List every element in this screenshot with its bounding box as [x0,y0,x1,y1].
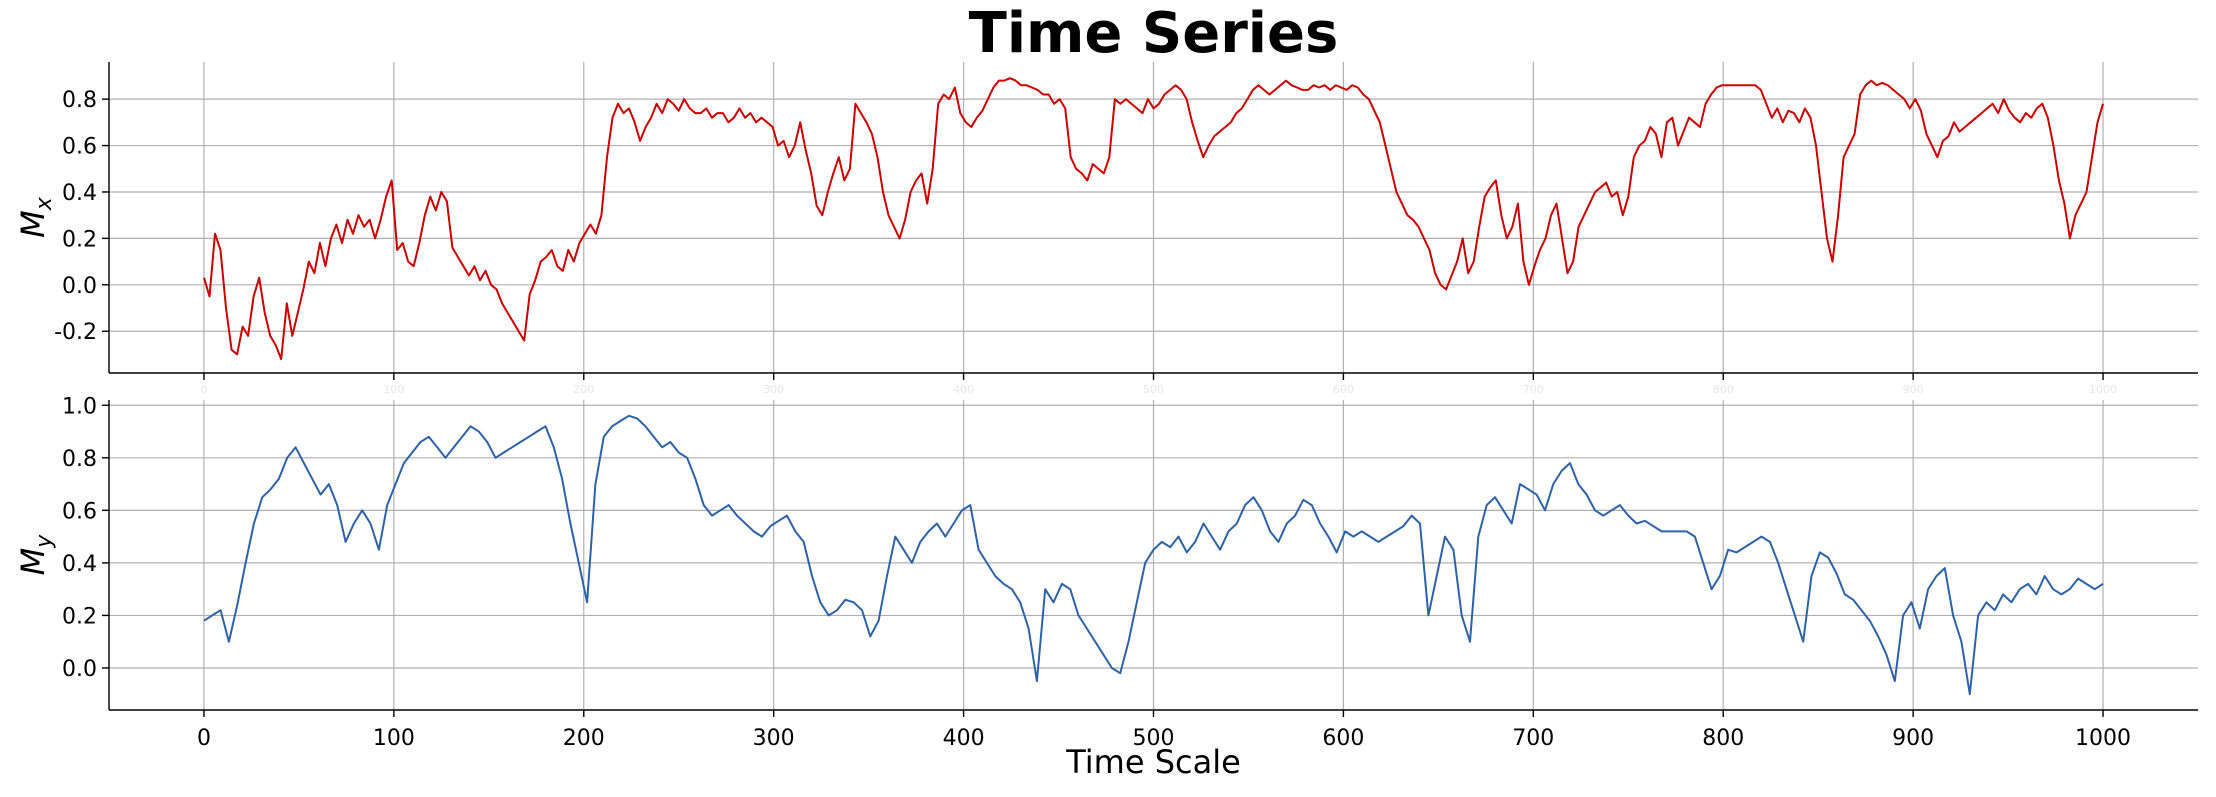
y-axis-label-main: M [14,548,52,576]
y-axis-label-subscript: y [32,534,57,549]
x-tick-label: 800 [1713,383,1734,396]
x-tick-label: 200 [563,726,605,751]
y-tick-label: 0.2 [62,604,97,629]
x-tick-label: 300 [753,726,795,751]
x-tick-label: 300 [763,383,784,396]
x-tick-label: 600 [1333,383,1354,396]
y-tick-label: 0.8 [62,447,97,472]
y-axis-label-subscript: x [32,196,57,211]
x-tick-label: 200 [573,383,594,396]
x-tick-label: 500 [1133,726,1175,751]
x-tick-label: 100 [383,383,404,396]
x-axis-label: Time Scale [1065,743,1241,781]
x-tick-label: 900 [1903,383,1924,396]
x-tick-label: 0 [197,726,211,751]
panel-my: 0.0 0.2 0.4 0.6 0.8 1.0 0 100 200 300 400 500 600 700… [14,394,2198,751]
y-tick-label: 0.2 [62,227,97,252]
x-tick-label: 800 [1702,726,1744,751]
x-tick-label: 0 [200,383,207,396]
x-tick-label: 500 [1143,383,1164,396]
y-tick-label: 0.8 [62,88,97,113]
y-tick-label: 0.6 [62,135,97,160]
y-tick-label: 0.0 [62,274,97,299]
x-tick-label: 700 [1523,383,1544,396]
y-tick-label: -0.2 [54,320,97,345]
chart-title: Time Series [969,1,1339,66]
y-tick-label: 0.4 [62,181,97,206]
x-tick-label: 1000 [2089,383,2117,396]
y-axis-label-main: M [14,210,52,238]
x-tick-label: 900 [1892,726,1934,751]
y-tick-label: 0.0 [62,657,97,682]
x-tick-label: 400 [953,383,974,396]
x-tick-label: 700 [1512,726,1554,751]
panel-mx: -0.2 0.0 0.2 0.4 0.6 0.8 0 100 200 300 400 500 600 70… [14,62,2198,396]
y-tick-label: 0.6 [62,499,97,524]
series-line-y [203,414,2104,696]
y-tick-label: 1.0 [62,394,97,419]
y-axis-label: Mx [14,196,57,238]
x-tick-label: 1000 [2075,726,2131,751]
series-line-x [203,77,2104,361]
y-tick-label: 0.4 [62,552,97,577]
y-axis-label: My [14,534,57,576]
x-tick-label: 400 [943,726,985,751]
x-tick-label: 100 [373,726,415,751]
x-tick-label: 600 [1322,726,1364,751]
